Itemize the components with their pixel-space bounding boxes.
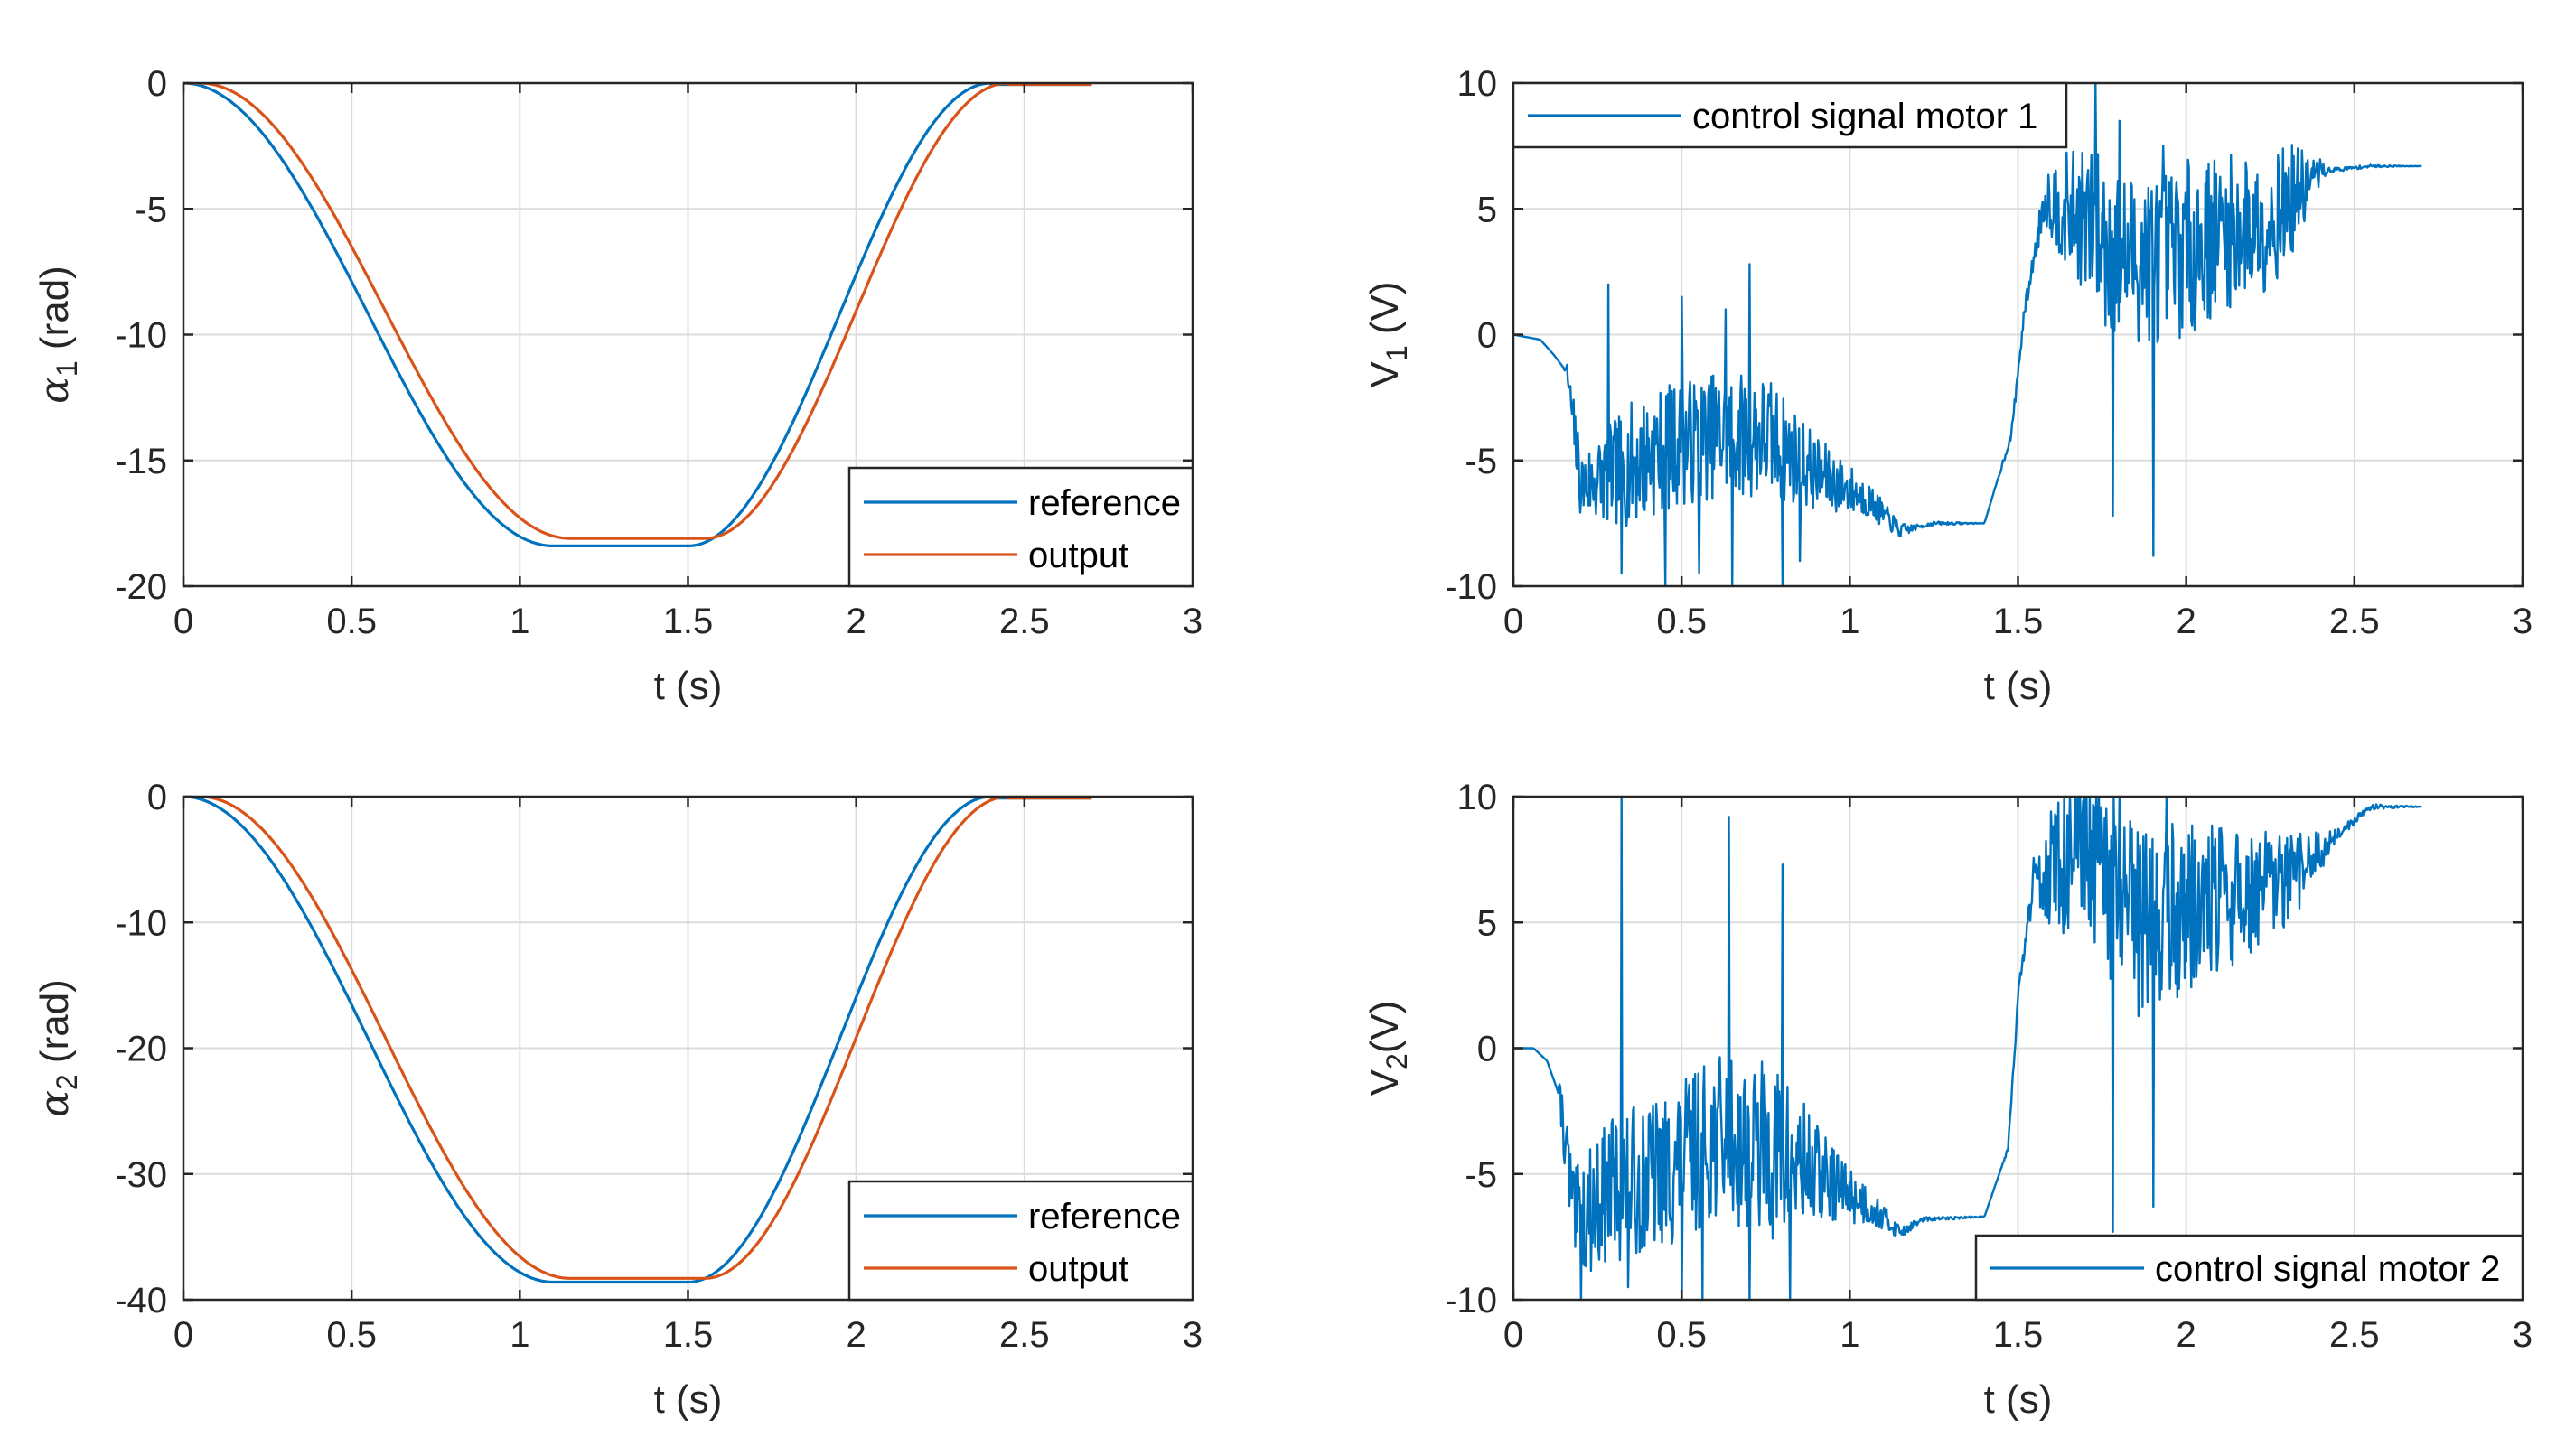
v1-y-axis-label: V1 (V) [1362, 281, 1413, 387]
alpha1-xtick-label-4: 2 [847, 602, 866, 641]
alpha1-xtick-label-2: 1 [510, 602, 529, 641]
v2-xtick-label-6: 3 [2513, 1315, 2533, 1355]
alpha1-series-reference [183, 83, 1092, 547]
v2-xtick-label-4: 2 [2177, 1315, 2196, 1355]
alpha1-xtick-label-5: 2.5 [999, 602, 1050, 641]
alpha1-legend-label-0: reference [1028, 483, 1181, 523]
alpha1-legend: reference output [847, 466, 1194, 588]
v1-series [1513, 83, 2422, 586]
alpha1-xtick-label-0: 0 [173, 602, 193, 641]
alpha2-series [183, 797, 1092, 1284]
v2-legend: control signal motor 2 [1974, 1234, 2524, 1302]
alpha2-series-reference [183, 797, 1092, 1284]
v2-xtick-label-1: 0.5 [1656, 1315, 1707, 1355]
alpha2-y-axis-label: α2 (rad) [32, 979, 83, 1117]
alpha2-legend-label-1: output [1028, 1249, 1128, 1289]
v2-legend-label-0: control signal motor 2 [2155, 1249, 2500, 1289]
alpha2-ytick-label-2: -20 [115, 1030, 167, 1069]
alpha2-xtick-label-4: 2 [847, 1315, 866, 1355]
v1-series-control-signal-motor-1 [1513, 83, 2422, 586]
alpha1-panel: 0 0.5 1 1.5 2 2.5 3 -20 -15 -10 -5 0 t (s) α1 (rad)… [32, 64, 1203, 708]
v2-x-axis-label: t (s) [1984, 1377, 2053, 1422]
alpha1-series [183, 83, 1092, 547]
v1-xtick-label-6: 3 [2513, 602, 2533, 641]
alpha1-ytick-label-2: -10 [115, 316, 167, 356]
v2-xtick-label-3: 1.5 [1993, 1315, 2044, 1355]
alpha2-ytick-label-4: 0 [147, 778, 167, 817]
v1-xtick-label-2: 1 [1840, 602, 1859, 641]
alpha2-ytick-label-1: -30 [115, 1155, 167, 1195]
v1-ticks: 0 0.5 1 1.5 2 2.5 3 -10 -5 0 5 10 [1445, 64, 2533, 641]
v1-xtick-label-5: 2.5 [2329, 602, 2380, 641]
alpha2-xtick-label-5: 2.5 [999, 1315, 1050, 1355]
v2-ytick-label-2: 0 [1477, 1030, 1497, 1069]
alpha2-xtick-label-0: 0 [173, 1315, 193, 1355]
alpha1-ytick-label-1: -15 [115, 442, 167, 481]
alpha2-xtick-label-1: 0.5 [326, 1315, 377, 1355]
alpha1-ytick-label-0: -20 [115, 567, 167, 607]
alpha2-series-output [183, 797, 1092, 1280]
v1-x-axis-label: t (s) [1984, 664, 2053, 708]
alpha1-x-axis-label: t (s) [654, 664, 723, 708]
alpha1-xtick-label-1: 0.5 [326, 602, 377, 641]
v2-series-control-signal-motor-2 [1513, 797, 2422, 1300]
v2-ytick-label-4: 10 [1457, 778, 1498, 817]
v1-xtick-label-3: 1.5 [1993, 602, 2044, 641]
v1-ytick-label-0: -10 [1445, 567, 1497, 607]
v2-y-axis-label: V2(V) [1362, 1001, 1413, 1097]
alpha2-xtick-label-2: 1 [510, 1315, 529, 1355]
v1-legend: control signal motor 1 [1512, 81, 2068, 149]
alpha1-ytick-label-3: -5 [135, 190, 167, 229]
alpha1-xtick-label-3: 1.5 [663, 602, 714, 641]
alpha1-series-output [183, 83, 1092, 540]
v2-grid [1512, 796, 2524, 1301]
v2-panel: 0 0.5 1 1.5 2 2.5 3 -10 -5 0 5 10 t (s) V2(V) contr… [1362, 778, 2533, 1422]
v2-series [1513, 797, 2422, 1300]
alpha2-ytick-label-3: -10 [115, 903, 167, 943]
v1-ytick-label-1: -5 [1465, 442, 1497, 481]
alpha2-x-axis-label: t (s) [654, 1377, 723, 1422]
alpha1-ytick-label-4: 0 [147, 64, 167, 104]
v1-ytick-label-2: 0 [1477, 316, 1497, 356]
v2-ytick-label-1: -5 [1465, 1155, 1497, 1195]
alpha2-xtick-label-3: 1.5 [663, 1315, 714, 1355]
alpha2-legend-label-0: reference [1028, 1197, 1181, 1237]
v1-panel: 0 0.5 1 1.5 2 2.5 3 -10 -5 0 5 10 t (s) V1 (V) cont… [1362, 64, 2533, 708]
alpha1-legend-label-1: output [1028, 536, 1128, 575]
v1-xtick-label-4: 2 [2177, 602, 2196, 641]
v1-ytick-label-4: 10 [1457, 64, 1498, 104]
alpha2-ticks: 0 0.5 1 1.5 2 2.5 3 -40 -30 -20 -10 0 [115, 778, 1203, 1355]
alpha2-legend: reference output [847, 1180, 1194, 1302]
alpha2-panel: 0 0.5 1 1.5 2 2.5 3 -40 -30 -20 -10 0 t (s) α2 (rad… [32, 778, 1203, 1422]
v2-xtick-label-2: 1 [1840, 1315, 1859, 1355]
v1-ytick-label-3: 5 [1477, 190, 1497, 229]
v1-xtick-label-0: 0 [1503, 602, 1523, 641]
alpha1-xtick-label-6: 3 [1183, 602, 1203, 641]
v2-xtick-label-0: 0 [1503, 1315, 1523, 1355]
v2-ytick-label-0: -10 [1445, 1281, 1497, 1321]
v2-xtick-label-5: 2.5 [2329, 1315, 2380, 1355]
alpha2-ytick-label-0: -40 [115, 1281, 167, 1321]
alpha1-ticks: 0 0.5 1 1.5 2 2.5 3 -20 -15 -10 -5 0 [115, 64, 1203, 641]
alpha2-xtick-label-6: 3 [1183, 1315, 1203, 1355]
alpha1-y-axis-label: α1 (rad) [32, 266, 83, 404]
v1-legend-label-0: control signal motor 1 [1692, 97, 2037, 136]
v1-xtick-label-1: 0.5 [1656, 602, 1707, 641]
v2-ytick-label-3: 5 [1477, 903, 1497, 943]
